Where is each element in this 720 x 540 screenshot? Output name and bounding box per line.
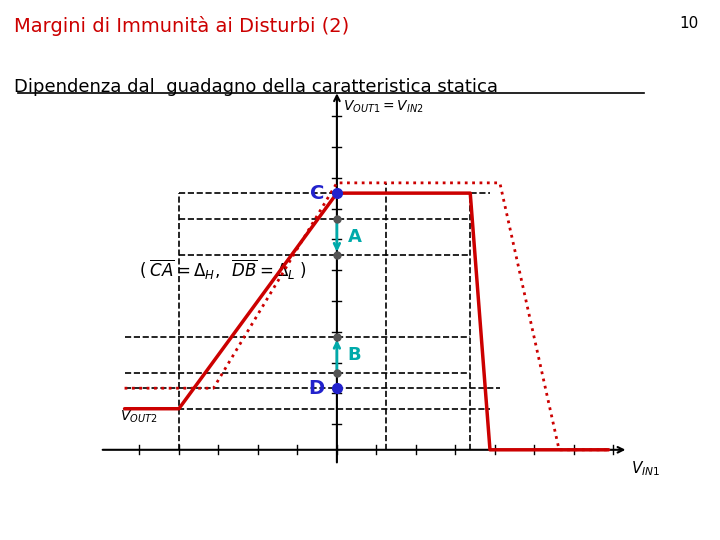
Text: Margini di Immunità ai Disturbi (2): Margini di Immunità ai Disturbi (2)	[14, 16, 350, 36]
Text: 10: 10	[679, 16, 698, 31]
Text: B: B	[348, 346, 361, 364]
Text: $V_{OUT1} = V_{IN2}$: $V_{OUT1} = V_{IN2}$	[343, 98, 423, 114]
Text: $V_{OUT2}$: $V_{OUT2}$	[120, 408, 157, 424]
Text: $(\;\overline{CA} = \Delta_H,\;\;\overline{DB} = \Delta_L\;)$: $(\;\overline{CA} = \Delta_H,\;\;\overli…	[140, 258, 307, 282]
Text: D: D	[308, 379, 325, 397]
Text: Dipendenza dal  guadagno della caratteristica statica: Dipendenza dal guadagno della caratteris…	[14, 78, 498, 96]
Text: C: C	[310, 184, 325, 202]
Text: $V_{IN1}$: $V_{IN1}$	[631, 459, 660, 478]
Text: A: A	[348, 228, 361, 246]
